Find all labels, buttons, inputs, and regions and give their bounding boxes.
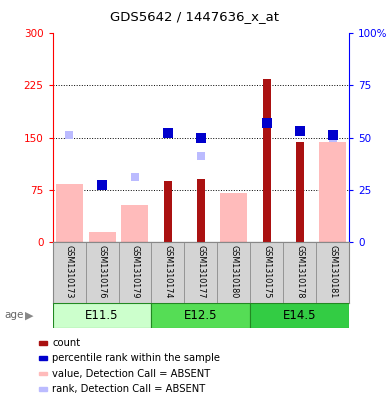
- Point: [198, 134, 204, 141]
- Text: value, Detection Call = ABSENT: value, Detection Call = ABSENT: [52, 369, 210, 378]
- Bar: [89, 232, 115, 242]
- Bar: [151, 242, 184, 303]
- Point: [66, 132, 72, 139]
- Bar: [164, 181, 172, 242]
- Bar: [39, 372, 47, 375]
- Text: rank, Detection Call = ABSENT: rank, Detection Call = ABSENT: [52, 384, 206, 393]
- Bar: [319, 142, 346, 242]
- Text: age: age: [4, 310, 23, 320]
- Bar: [85, 242, 119, 303]
- Bar: [283, 242, 316, 303]
- Bar: [217, 242, 250, 303]
- Bar: [220, 193, 247, 242]
- Bar: [53, 242, 85, 303]
- Bar: [250, 303, 349, 328]
- Text: GDS5642 / 1447636_x_at: GDS5642 / 1447636_x_at: [110, 10, 280, 23]
- Bar: [39, 356, 47, 360]
- Text: E12.5: E12.5: [184, 309, 218, 322]
- Bar: [316, 242, 349, 303]
- Point: [264, 120, 270, 126]
- Text: GSM1310173: GSM1310173: [65, 245, 74, 298]
- Bar: [56, 184, 83, 242]
- Bar: [119, 242, 151, 303]
- Point: [132, 174, 138, 180]
- Point: [198, 153, 204, 160]
- Bar: [296, 142, 304, 242]
- Point: [99, 182, 105, 189]
- Text: percentile rank within the sample: percentile rank within the sample: [52, 353, 220, 363]
- Text: ▶: ▶: [25, 310, 34, 320]
- Bar: [121, 205, 149, 242]
- Bar: [39, 341, 47, 345]
- Text: GSM1310181: GSM1310181: [328, 245, 337, 298]
- Bar: [151, 303, 250, 328]
- Point: [330, 134, 336, 141]
- Text: GSM1310180: GSM1310180: [229, 245, 238, 298]
- Bar: [53, 303, 151, 328]
- Text: GSM1310174: GSM1310174: [163, 245, 172, 298]
- Point: [330, 132, 336, 139]
- Bar: [250, 242, 283, 303]
- Bar: [39, 387, 47, 391]
- Point: [296, 128, 303, 134]
- Bar: [197, 179, 205, 242]
- Text: GSM1310179: GSM1310179: [131, 245, 140, 298]
- Text: GSM1310178: GSM1310178: [295, 245, 304, 298]
- Text: GSM1310176: GSM1310176: [98, 245, 106, 298]
- Text: E11.5: E11.5: [85, 309, 119, 322]
- Bar: [184, 242, 217, 303]
- Text: GSM1310177: GSM1310177: [196, 245, 206, 298]
- Point: [165, 130, 171, 136]
- Text: count: count: [52, 338, 80, 348]
- Bar: [262, 79, 271, 242]
- Text: E14.5: E14.5: [283, 309, 316, 322]
- Text: GSM1310175: GSM1310175: [262, 245, 271, 298]
